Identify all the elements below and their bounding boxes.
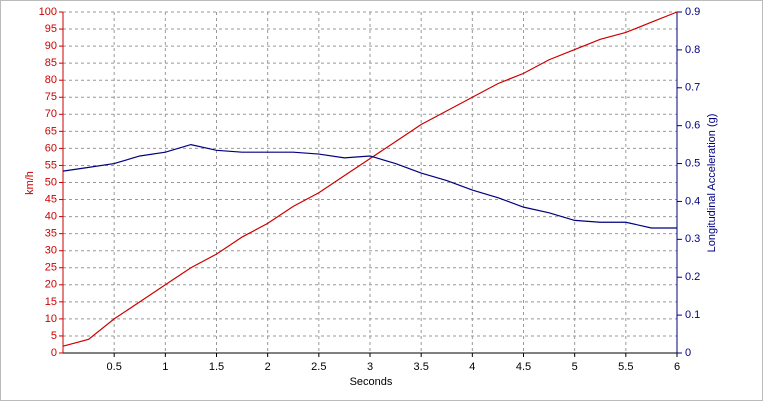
x-tick-label: 3: [367, 361, 373, 373]
x-tick-label: 2.5: [311, 361, 326, 373]
x-tick-label: 5: [572, 361, 578, 373]
y-tick-label: 85: [45, 57, 57, 69]
y-tick-label: 80: [45, 74, 57, 86]
x-tick-label: 1.5: [209, 361, 224, 373]
y2-tick-label: 0.1: [685, 309, 700, 321]
series-line: [62, 11, 678, 347]
x-tick-label: 6: [674, 361, 680, 373]
y-tick-label: 65: [45, 125, 57, 137]
x-tick-label: 3.5: [414, 361, 429, 373]
y2-tick-label: 0.3: [685, 233, 700, 245]
x-tick-label: 1: [162, 361, 168, 373]
y2-tick-label: 0.4: [685, 195, 700, 207]
x-tick-label: 2: [265, 361, 271, 373]
y-tick-label: 5: [51, 330, 57, 342]
y-tick-label: 40: [45, 211, 57, 223]
y-tick-label: 95: [45, 23, 57, 35]
y-tick-label: 30: [45, 245, 57, 257]
series-line: [62, 143, 677, 229]
y-tick-label: 60: [45, 142, 57, 154]
y-tick-label: 75: [45, 91, 57, 103]
y-tick-label: 50: [45, 176, 57, 188]
y2-tick-label: 0.5: [685, 157, 700, 169]
y-tick-label: 35: [45, 228, 57, 240]
y-tick-label: 15: [45, 296, 57, 308]
y-tick-label: 70: [45, 108, 57, 120]
y-tick-label: 0: [51, 347, 57, 359]
y-tick-label: 90: [45, 40, 57, 52]
y-tick-label: 45: [45, 193, 57, 205]
x-tick-label: 5.5: [618, 361, 633, 373]
y2-tick-label: 0.8: [685, 44, 700, 56]
y2-tick-label: 0.2: [685, 271, 700, 283]
y-tick-label: 55: [45, 159, 57, 171]
y2-tick-label: 0: [685, 347, 691, 359]
y2-tick-label: 0.6: [685, 120, 700, 132]
y-tick-label: 10: [45, 313, 57, 325]
x-tick-label: 4: [469, 361, 475, 373]
x-axis-title: Seconds: [350, 376, 393, 388]
y2-tick-label: 0.7: [685, 82, 700, 94]
x-tick-label: 4.5: [516, 361, 531, 373]
y-axis-title: km/h: [24, 171, 36, 195]
x-tick-label: 0.5: [107, 361, 122, 373]
y-tick-label: 25: [45, 262, 57, 274]
y-tick-label: 100: [39, 6, 57, 18]
y2-axis-title: Longitudinal Acceleration (g): [706, 114, 718, 253]
y2-tick-label: 0.9: [685, 6, 700, 18]
y-tick-label: 20: [45, 279, 57, 291]
